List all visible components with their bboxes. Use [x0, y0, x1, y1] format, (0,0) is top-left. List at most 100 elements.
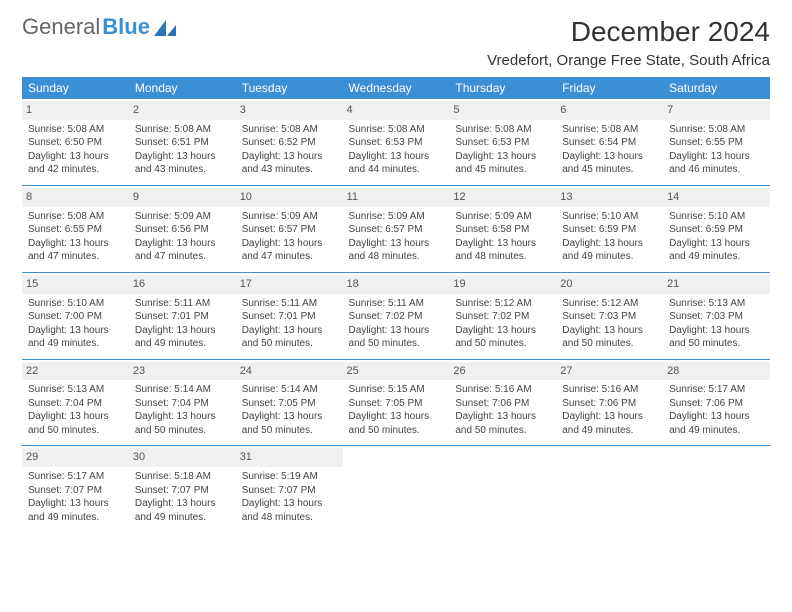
- weekday-header: Tuesday: [236, 77, 343, 99]
- calendar-week-row: 1Sunrise: 5:08 AMSunset: 6:50 PMDaylight…: [22, 99, 770, 185]
- day-number: 23: [129, 362, 236, 381]
- calendar-day-cell: 23 Sunrise: 5:14 AMSunset: 7:04 PMDayligh…: [129, 359, 236, 446]
- sunset-line: Sunset: 6:59 PM: [669, 223, 764, 237]
- daylight-line: Daylight: 13 hours and 50 minutes.: [455, 410, 550, 437]
- day-number: 14: [663, 188, 770, 207]
- weekday-header: Sunday: [22, 77, 129, 99]
- calendar-day-cell: 11Sunrise: 5:09 AMSunset: 6:57 PMDayligh…: [343, 185, 450, 272]
- calendar-week-row: 15Sunrise: 5:10 AMSunset: 7:00 PMDayligh…: [22, 272, 770, 359]
- day-number: 30: [129, 448, 236, 467]
- sunrise-line: Sunrise: 5:08 AM: [28, 210, 123, 224]
- calendar-day-cell: 20Sunrise: 5:12 AMSunset: 7:03 PMDayligh…: [556, 272, 663, 359]
- sunrise-line: Sunrise: 5:19 AM: [242, 470, 337, 484]
- calendar-day-cell: 14Sunrise: 5:10 AMSunset: 6:59 PMDayligh…: [663, 185, 770, 272]
- sunrise-line: Sunrise: 5:17 AM: [669, 383, 764, 397]
- day-number: 29: [22, 448, 129, 467]
- sunrise-line: Sunrise: 5:14 AM: [135, 383, 230, 397]
- calendar-day-cell: 17Sunrise: 5:11 AMSunset: 7:01 PMDayligh…: [236, 272, 343, 359]
- calendar-day-cell: 7Sunrise: 5:08 AMSunset: 6:55 PMDaylight…: [663, 99, 770, 185]
- weekday-header: Monday: [129, 77, 236, 99]
- day-number: 26: [449, 362, 556, 381]
- calendar-day-cell: 6Sunrise: 5:08 AMSunset: 6:54 PMDaylight…: [556, 99, 663, 185]
- day-number: 8: [22, 188, 129, 207]
- calendar-day-cell: 24Sunrise: 5:14 AMSunset: 7:05 PMDayligh…: [236, 359, 343, 446]
- sunset-line: Sunset: 7:06 PM: [669, 397, 764, 411]
- sunset-line: Sunset: 6:55 PM: [28, 223, 123, 237]
- sunset-line: Sunset: 7:04 PM: [135, 397, 230, 411]
- day-number: 22: [22, 362, 129, 381]
- day-number: 4: [343, 101, 450, 120]
- title-block: December 2024 Vredefort, Orange Free Sta…: [487, 16, 770, 69]
- sunset-line: Sunset: 6:53 PM: [455, 136, 550, 150]
- sunrise-line: Sunrise: 5:12 AM: [455, 297, 550, 311]
- month-title: December 2024: [487, 16, 770, 48]
- calendar-day-cell: 21Sunrise: 5:13 AMSunset: 7:03 PMDayligh…: [663, 272, 770, 359]
- sunrise-line: Sunrise: 5:09 AM: [135, 210, 230, 224]
- daylight-line: Daylight: 13 hours and 42 minutes.: [28, 150, 123, 177]
- daylight-line: Daylight: 13 hours and 43 minutes.: [242, 150, 337, 177]
- brand-part1: General: [22, 16, 100, 38]
- daylight-line: Daylight: 13 hours and 49 minutes.: [28, 497, 123, 524]
- calendar-day-cell: 12Sunrise: 5:09 AMSunset: 6:58 PMDayligh…: [449, 185, 556, 272]
- day-number: 16: [129, 275, 236, 294]
- daylight-line: Daylight: 13 hours and 49 minutes.: [28, 324, 123, 351]
- sunset-line: Sunset: 6:57 PM: [242, 223, 337, 237]
- sunset-line: Sunset: 6:57 PM: [349, 223, 444, 237]
- sunset-line: Sunset: 6:50 PM: [28, 136, 123, 150]
- day-number: 3: [236, 101, 343, 120]
- weekday-header: Friday: [556, 77, 663, 99]
- calendar-day-cell: 28Sunrise: 5:17 AMSunset: 7:06 PMDayligh…: [663, 359, 770, 446]
- calendar-day-cell: 29 Sunrise: 5:17 AMSunset: 7:07 PMDayligh…: [22, 446, 129, 532]
- calendar-day-cell: 4Sunrise: 5:08 AMSunset: 6:53 PMDaylight…: [343, 99, 450, 185]
- sunset-line: Sunset: 7:06 PM: [562, 397, 657, 411]
- sunset-line: Sunset: 7:02 PM: [349, 310, 444, 324]
- daylight-line: Daylight: 13 hours and 48 minutes.: [242, 497, 337, 524]
- sunrise-line: Sunrise: 5:08 AM: [455, 123, 550, 137]
- sunset-line: Sunset: 7:07 PM: [28, 484, 123, 498]
- sunset-line: Sunset: 6:55 PM: [669, 136, 764, 150]
- weekday-header-row: Sunday Monday Tuesday Wednesday Thursday…: [22, 77, 770, 99]
- sunrise-line: Sunrise: 5:11 AM: [349, 297, 444, 311]
- sunset-line: Sunset: 6:52 PM: [242, 136, 337, 150]
- daylight-line: Daylight: 13 hours and 47 minutes.: [135, 237, 230, 264]
- sunset-line: Sunset: 7:07 PM: [135, 484, 230, 498]
- day-number: 24: [236, 362, 343, 381]
- day-number: 9: [129, 188, 236, 207]
- daylight-line: Daylight: 13 hours and 48 minutes.: [455, 237, 550, 264]
- sunset-line: Sunset: 7:00 PM: [28, 310, 123, 324]
- daylight-line: Daylight: 13 hours and 45 minutes.: [562, 150, 657, 177]
- day-number: 20: [556, 275, 663, 294]
- calendar-day-cell: 27Sunrise: 5:16 AMSunset: 7:06 PMDayligh…: [556, 359, 663, 446]
- calendar-day-cell: 26Sunrise: 5:16 AMSunset: 7:06 PMDayligh…: [449, 359, 556, 446]
- daylight-line: Daylight: 13 hours and 50 minutes.: [349, 324, 444, 351]
- calendar-day-cell: [343, 446, 450, 532]
- sunrise-line: Sunrise: 5:09 AM: [242, 210, 337, 224]
- daylight-line: Daylight: 13 hours and 49 minutes.: [562, 410, 657, 437]
- day-number: 13: [556, 188, 663, 207]
- calendar-day-cell: 25Sunrise: 5:15 AMSunset: 7:05 PMDayligh…: [343, 359, 450, 446]
- sunset-line: Sunset: 7:07 PM: [242, 484, 337, 498]
- calendar-day-cell: 9Sunrise: 5:09 AMSunset: 6:56 PMDaylight…: [129, 185, 236, 272]
- sunrise-line: Sunrise: 5:13 AM: [28, 383, 123, 397]
- sunrise-line: Sunrise: 5:18 AM: [135, 470, 230, 484]
- calendar-day-cell: [449, 446, 556, 532]
- sunrise-line: Sunrise: 5:14 AM: [242, 383, 337, 397]
- sunset-line: Sunset: 6:54 PM: [562, 136, 657, 150]
- daylight-line: Daylight: 13 hours and 49 minutes.: [669, 237, 764, 264]
- brand-part2: Blue: [102, 16, 150, 38]
- sunrise-line: Sunrise: 5:08 AM: [242, 123, 337, 137]
- sunrise-line: Sunrise: 5:17 AM: [28, 470, 123, 484]
- sunset-line: Sunset: 6:53 PM: [349, 136, 444, 150]
- weekday-header: Saturday: [663, 77, 770, 99]
- daylight-line: Daylight: 13 hours and 47 minutes.: [242, 237, 337, 264]
- sunrise-line: Sunrise: 5:08 AM: [135, 123, 230, 137]
- sunset-line: Sunset: 7:01 PM: [135, 310, 230, 324]
- daylight-line: Daylight: 13 hours and 50 minutes.: [135, 410, 230, 437]
- sunrise-line: Sunrise: 5:10 AM: [28, 297, 123, 311]
- daylight-line: Daylight: 13 hours and 50 minutes.: [455, 324, 550, 351]
- daylight-line: Daylight: 13 hours and 50 minutes.: [28, 410, 123, 437]
- day-number: 12: [449, 188, 556, 207]
- sunrise-line: Sunrise: 5:16 AM: [455, 383, 550, 397]
- sunset-line: Sunset: 6:51 PM: [135, 136, 230, 150]
- day-number: 31: [236, 448, 343, 467]
